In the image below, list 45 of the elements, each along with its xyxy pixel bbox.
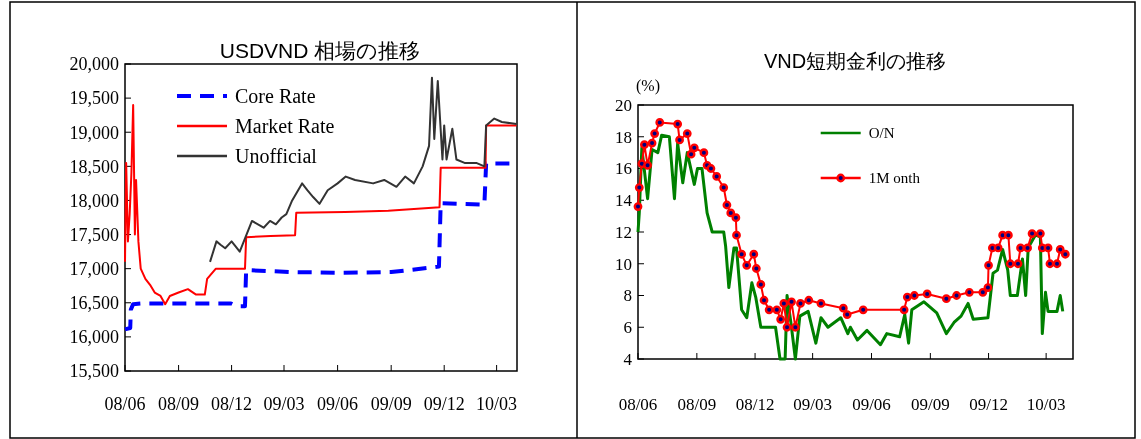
legend-label: O/N [868, 125, 895, 142]
x-tick-label: 08/09 [158, 394, 200, 414]
y-tick-label: 8 [623, 286, 632, 306]
y-tick-label: 17,000 [69, 258, 119, 279]
legend-label: Market Rate [235, 115, 335, 137]
y-tick-label: 18,500 [69, 156, 119, 177]
y-tick-label: 19,000 [69, 122, 119, 143]
x-tick-label: 08/09 [677, 395, 717, 414]
y-tick-label: 16,000 [69, 327, 119, 348]
line-series [209, 76, 518, 263]
x-tick-label: 09/12 [423, 394, 465, 414]
x-tick-label: 08/06 [618, 395, 658, 414]
y-tick-label: 17,500 [69, 224, 119, 245]
x-tick-label: 08/12 [735, 395, 775, 414]
y-tick-label: 10 [615, 254, 632, 274]
x-tick-label: 08/06 [104, 394, 146, 414]
x-tick-label: 09/12 [969, 395, 1008, 414]
y-tick-label: 16,500 [69, 293, 119, 314]
y-tick-label: 18,000 [69, 190, 119, 211]
chart-title: VND短期金利の推移 [763, 50, 947, 72]
y-tick-label: 14 [615, 191, 633, 211]
x-tick-label: 08/12 [211, 394, 253, 414]
legend-label: 1M onth [868, 170, 921, 187]
y-tick-label: 6 [623, 318, 632, 338]
x-tick-label: 10/03 [1026, 395, 1066, 414]
x-tick-label: 10/03 [476, 394, 518, 414]
line-series [124, 103, 518, 306]
x-tick-label: 09/09 [370, 394, 412, 414]
y-tick-label: 19,500 [69, 88, 119, 109]
x-tick-label: 09/06 [317, 394, 359, 414]
y-tick-label: 15,500 [69, 361, 119, 382]
y-tick-label: 20,000 [69, 54, 119, 75]
y-tick-label: 16 [615, 159, 632, 179]
y-tick-label: 18 [615, 127, 632, 147]
x-tick-label: 09/03 [263, 394, 305, 414]
y-tick-label: 4 [623, 349, 633, 369]
x-tick-label: 09/03 [793, 395, 833, 414]
legend-label: Unofficial [235, 145, 318, 167]
x-tick-label: 09/09 [910, 395, 950, 414]
y-tick-label: 20 [615, 95, 632, 115]
y-tick-label: 12 [615, 222, 632, 242]
x-tick-label: 09/06 [852, 395, 891, 414]
chart-title: USDVND 相場の推移 [219, 39, 421, 62]
y-axis-title: (%) [636, 77, 660, 95]
legend-label: Core Rate [235, 85, 316, 107]
